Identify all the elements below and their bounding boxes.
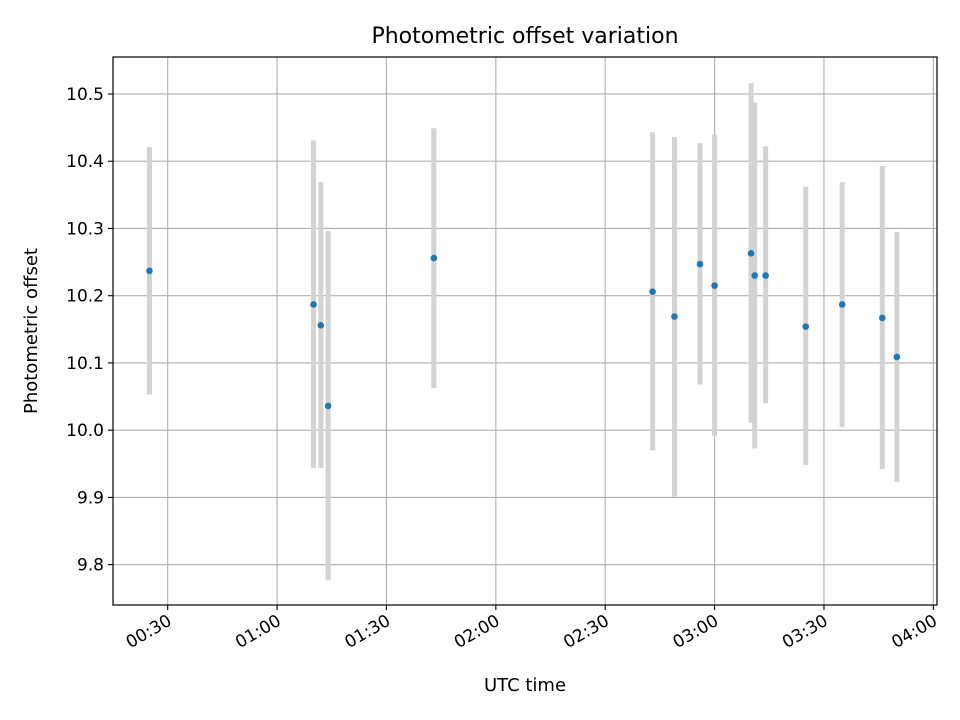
y-tick-label: 10.0 (66, 421, 104, 441)
x-axis-label: UTC time (484, 675, 566, 696)
data-points (146, 250, 901, 410)
data-point (671, 313, 678, 320)
data-point (762, 272, 769, 279)
data-point (802, 323, 810, 330)
data-point (711, 282, 718, 289)
data-point (838, 301, 846, 308)
data-point (317, 321, 325, 329)
y-tick-label: 9.8 (77, 556, 104, 576)
chart-title: Photometric offset variation (371, 24, 678, 49)
data-point (324, 402, 332, 410)
y-tick-label: 9.9 (77, 488, 104, 508)
y-tick-label: 10.5 (66, 85, 104, 105)
data-point (649, 288, 656, 295)
y-tick-label: 10.3 (66, 219, 104, 239)
data-point (747, 250, 755, 257)
plot-frame (112, 56, 938, 606)
y-tick-label: 10.2 (66, 287, 104, 307)
data-point (430, 254, 438, 262)
data-point (893, 353, 901, 361)
data-point (696, 260, 704, 268)
y-tick-label: 10.1 (66, 354, 104, 374)
data-point (879, 314, 886, 322)
y-axis-label: Photometric offset (21, 248, 42, 414)
data-point (751, 272, 758, 279)
data-point (310, 301, 317, 308)
y-tick-label: 10.4 (66, 152, 104, 172)
data-point (146, 267, 153, 275)
